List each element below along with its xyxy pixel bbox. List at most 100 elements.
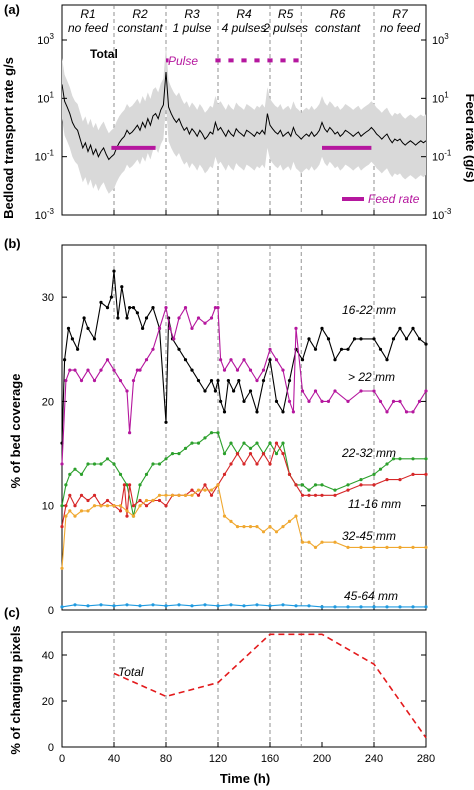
point-22-32-mm-27 — [229, 441, 233, 445]
point-16-22-mm-58 — [378, 347, 383, 351]
panel-c-xtick-label-2: 80 — [160, 753, 172, 765]
point-16-22-mm-57 — [372, 337, 376, 341]
point-22-32-mm-49 — [398, 457, 402, 461]
series-line-22-32-mm — [61, 432, 426, 517]
point-16-22-mm-47 — [300, 358, 305, 362]
panel-b-ylabel: % of bed coverage — [8, 374, 23, 489]
point-22-32-mm-18 — [170, 452, 175, 456]
point-45-64-mm-11 — [203, 603, 207, 607]
point-32-45-mm-36 — [287, 519, 292, 524]
point-11-16-mm-29 — [229, 462, 233, 466]
point-11-16-mm-11 — [122, 483, 126, 487]
point-22-32-mm-48 — [391, 457, 396, 461]
point-11-16-mm-44 — [333, 493, 337, 497]
point-11-16-mm-36 — [274, 441, 279, 445]
point-22-mm-43 — [294, 326, 298, 330]
point-22-mm-23 — [183, 306, 188, 310]
panel-b-ytick-label-3: 30 — [42, 292, 54, 304]
point-32-45-mm-23 — [203, 488, 207, 492]
point-32-45-mm-13 — [138, 504, 142, 508]
point-45-64-mm-19 — [307, 604, 311, 608]
point-11-16-mm-5 — [86, 498, 90, 503]
panel-a-ytick-label-0: 10-3 — [35, 207, 55, 222]
point-16-22-mm-41 — [261, 379, 266, 383]
point-22-mm-44 — [300, 389, 305, 393]
run-name-r7: R7 — [392, 7, 409, 21]
point-32-45-mm-24 — [209, 488, 214, 492]
point-32-45-mm-16 — [157, 493, 162, 497]
point-32-45-mm-32 — [261, 530, 266, 534]
point-32-45-mm-6 — [92, 504, 97, 508]
panel-c-xtick-label-0: 0 — [59, 753, 65, 765]
point-22-mm-12 — [128, 431, 132, 435]
point-32-45-mm-4 — [79, 509, 84, 513]
point-16-22-mm-35 — [226, 379, 230, 383]
panel-b: 0 10 20 30 16-22 mm > 22 mm 22-32 mm 11-16 mm 32… — [42, 244, 428, 617]
point-11-16-mm-8 — [105, 498, 110, 503]
run-desc-r5: 2 pulses — [262, 21, 308, 35]
panel-a-ytick-exp-3: 3 — [50, 32, 55, 41]
panel-b-ytick-label-1: 10 — [42, 501, 54, 513]
point-22-32-mm-1 — [64, 483, 68, 487]
point-16-22-mm-4 — [76, 347, 80, 351]
run-desc-r7: no feed — [380, 21, 420, 35]
point-32-45-mm-7 — [99, 504, 103, 508]
point-32-45-mm-11 — [125, 509, 129, 513]
panel-a-y2label: Feed rate (g/s) — [463, 94, 474, 183]
point-32-45-mm-30 — [248, 525, 253, 529]
point-16-22-mm-32 — [216, 379, 220, 383]
panel-c: 0 20 40 0 40 80 120 160 200 240 280 Total — [42, 631, 435, 765]
point-11-16-mm-14 — [131, 504, 136, 508]
point-22-mm-4 — [79, 379, 84, 383]
point-11-16-mm-32 — [248, 452, 253, 456]
panel-a-ytick-right-exp-1: -1 — [444, 149, 452, 158]
point-32-45-mm-44 — [359, 545, 363, 550]
point-22-32-mm-19 — [177, 452, 181, 456]
point-16-22-mm-25 — [177, 347, 181, 351]
point-32-45-mm-43 — [346, 545, 350, 550]
point-22-mm-16 — [144, 358, 149, 362]
point-32-45-mm-5 — [86, 509, 90, 513]
point-22-32-mm-6 — [92, 462, 97, 466]
series-line-total — [61, 71, 427, 161]
point-16-22-mm-53 — [339, 347, 344, 351]
point-32-45-mm-12 — [131, 514, 136, 518]
feed-rate-label: Feed rate — [368, 192, 420, 206]
point-16-22-mm-19 — [144, 316, 149, 320]
point-22-mm-0 — [60, 462, 64, 466]
point-16-22-mm-39 — [248, 389, 253, 393]
point-22-mm-14 — [135, 368, 139, 372]
point-32-45-mm-37 — [294, 514, 298, 518]
point-22-mm-52 — [372, 389, 376, 393]
point-11-16-mm-23 — [190, 488, 194, 492]
point-16-22-mm-11 — [112, 269, 116, 273]
panel-c-ytick-label-0: 0 — [48, 742, 54, 754]
point-32-45-mm-28 — [235, 525, 240, 529]
point-11-16-mm-19 — [164, 504, 168, 508]
point-32-45-mm-31 — [255, 525, 259, 529]
point-22-mm-29 — [216, 306, 220, 310]
point-22-32-mm-8 — [105, 457, 110, 461]
point-22-32-mm-25 — [216, 431, 220, 435]
point-22-32-mm-7 — [99, 462, 103, 466]
run-name-r4: R4 — [236, 7, 252, 21]
point-16-22-mm-49 — [313, 347, 318, 351]
point-22-mm-50 — [346, 399, 350, 403]
point-32-45-mm-45 — [372, 545, 376, 550]
point-22-32-mm-16 — [157, 462, 162, 466]
point-16-22-mm-6 — [86, 326, 90, 330]
point-22-mm-55 — [391, 399, 396, 403]
point-22-32-mm-21 — [190, 441, 194, 445]
point-22-32-mm-14 — [144, 472, 149, 476]
point-11-16-mm-1 — [64, 504, 68, 508]
point-16-22-mm-52 — [333, 358, 337, 362]
point-22-32-mm-33 — [268, 441, 272, 445]
point-22-mm-22 — [177, 316, 181, 320]
point-32-45-mm-46 — [385, 545, 389, 550]
run-desc-r2: constant — [117, 21, 163, 35]
panel-a-ytick-label-1: 10-1 — [35, 149, 55, 164]
panel-a-ytick-exp-2: 1 — [50, 90, 55, 99]
point-45-64-mm-15 — [255, 603, 259, 607]
series-label-22-mm: > 22 mm — [348, 370, 395, 384]
